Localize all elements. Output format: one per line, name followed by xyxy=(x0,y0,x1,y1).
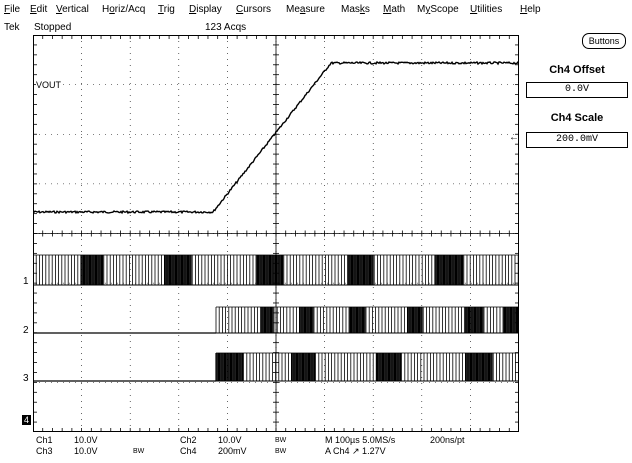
ch1-readout-scale: 10.0V xyxy=(74,435,98,445)
acq-count: 123 Acqs xyxy=(205,22,247,33)
ch2-trace xyxy=(33,306,519,334)
menu-help[interactable]: Help xyxy=(520,4,541,15)
menu-myscope[interactable]: MyScope xyxy=(417,4,459,15)
menu-edit[interactable]: Edit xyxy=(30,4,48,15)
ch4-offset-label: Ch4 Offset xyxy=(549,64,605,76)
ch4-bw-badge: BW xyxy=(275,448,287,455)
ch4-marker[interactable]: 4 xyxy=(22,415,32,425)
ch2-readout-scale: 10.0V xyxy=(218,435,242,445)
vout-label: VOUT xyxy=(36,80,62,90)
ch1-marker[interactable]: 1 xyxy=(23,276,29,287)
waveform-traces xyxy=(33,60,519,382)
ch2-marker[interactable]: 2 xyxy=(23,325,29,336)
menu-utilities[interactable]: Utilities xyxy=(470,4,503,15)
menu-horiz-acq[interactable]: Horiz/Acq xyxy=(102,4,146,15)
ch3-readout-name: Ch3 xyxy=(36,446,53,456)
ch4-offset-arrow-icon: ← xyxy=(509,132,519,143)
brand-label: Tek xyxy=(4,22,20,33)
ch4-readout-name: Ch4 xyxy=(180,446,197,456)
menu-measure[interactable]: Measure xyxy=(286,4,325,15)
ch3-marker[interactable]: 3 xyxy=(23,373,29,384)
buttons-toggle-button[interactable]: Buttons xyxy=(582,33,626,49)
vout-trace xyxy=(33,60,519,215)
ch4-scale-field[interactable]: 200.0mV xyxy=(526,132,628,148)
ch2-readout-name: Ch2 xyxy=(180,435,197,445)
menu-vertical[interactable]: Vertical xyxy=(56,4,89,15)
waveform-display[interactable] xyxy=(33,35,519,432)
ch4-readout-scale: 200mV xyxy=(218,446,247,456)
menu-masks[interactable]: Masks xyxy=(341,4,370,15)
ch3-trace xyxy=(33,352,519,382)
ch2-bw-badge: BW xyxy=(275,437,287,444)
menu-math[interactable]: Math xyxy=(383,4,406,15)
menu-file[interactable]: File xyxy=(4,4,21,15)
ch1-readout-name: Ch1 xyxy=(36,435,53,445)
menu-cursors[interactable]: Cursors xyxy=(236,4,272,15)
trigger-readout: A Ch4 ↗ 1.27V xyxy=(325,446,386,456)
timebase-readout: M 100µs 5.0MS/s xyxy=(325,435,396,445)
ch4-offset-field[interactable]: 0.0V xyxy=(526,82,628,98)
menu-display[interactable]: Display xyxy=(189,4,222,15)
ch3-bw-badge: BW xyxy=(133,448,145,455)
menu-bar: File Edit Vertical Horiz/Acq Trig Displa… xyxy=(0,0,632,20)
ch4-scale-label: Ch4 Scale xyxy=(550,112,604,124)
resolution-readout: 200ns/pt xyxy=(430,435,465,445)
run-state: Stopped xyxy=(34,22,72,33)
ch3-readout-scale: 10.0V xyxy=(74,446,98,456)
ch1-trace xyxy=(33,254,519,286)
menu-trig[interactable]: Trig xyxy=(158,4,175,15)
